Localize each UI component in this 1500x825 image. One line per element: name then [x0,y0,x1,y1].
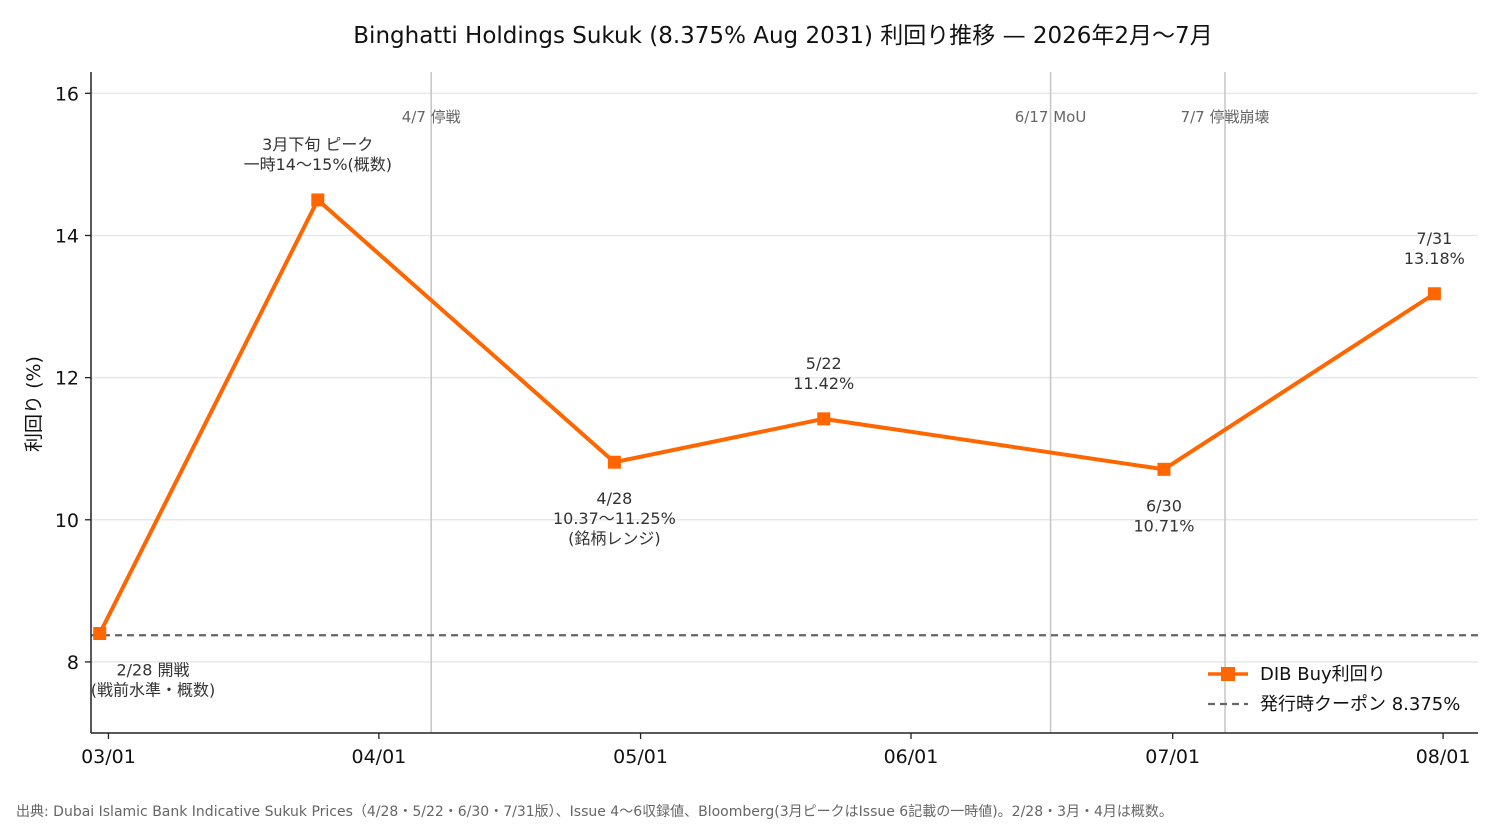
y-tick-label: 16 [55,83,79,105]
legend: DIB Buy利回り 発行時クーポン 8.375% [1208,664,1460,715]
point-annotation: 10.37〜11.25% [553,509,676,528]
point-annotation: 一時14〜15%(概数) [244,155,392,174]
data-point [817,412,831,426]
point-annotation: 6/30 [1146,496,1182,515]
event-lines: 4/7 停戦 6/17 MoU 7/7 停戦崩壊 [402,72,1270,733]
series-line [97,197,1436,635]
legend-series-marker [1221,667,1235,681]
event-label: 7/7 停戦崩壊 [1181,108,1270,126]
x-tick-label: 06/01 [884,746,939,768]
point-annotation: 5/22 [806,354,842,373]
event-label: 4/7 停戦 [402,108,461,126]
event-label: 6/17 MoU [1015,108,1087,126]
point-annotation: 11.42% [793,374,854,393]
point-annotation: 2/28 開戦 [116,660,189,679]
chart-title: Binghatti Holdings Sukuk (8.375% Aug 203… [353,23,1212,49]
y-tick-label: 10 [55,510,79,532]
y-axis-title: 利回り (%) [23,356,45,452]
point-annotation: 10.71% [1133,516,1194,535]
x-tick-label: 04/01 [351,746,406,768]
legend-series-label: DIB Buy利回り [1260,664,1386,685]
data-point [311,193,325,207]
x-tick-label: 03/01 [81,746,136,768]
x-tick-label: 07/01 [1145,746,1200,768]
data-point [1427,287,1441,301]
axes: 8 10 12 14 16 03/01 04/01 05/01 06/01 07/01 08/01 [55,72,1478,768]
legend-coupon-label: 発行時クーポン 8.375% [1260,694,1460,715]
grid-lines [91,92,1478,663]
data-point [1157,462,1171,476]
point-annotation: 4/28 [596,489,632,508]
y-tick-label: 14 [55,225,79,247]
source-note: 出典: Dubai Islamic Bank Indicative Sukuk … [16,803,1173,820]
x-tick-label: 08/01 [1416,746,1471,768]
y-tick-label: 12 [55,368,79,390]
point-annotation: (銘柄レンジ) [568,529,661,548]
point-annotation: 13.18% [1404,249,1465,268]
point-annotation: 3月下旬 ピーク [262,135,373,154]
point-annotation: (戦前水準・概数) [91,680,216,699]
data-point [93,626,107,640]
y-tick-label: 8 [67,652,79,674]
series-layer [93,193,1441,640]
x-tick-label: 05/01 [613,746,668,768]
data-point [607,455,621,469]
point-annotation: 7/31 [1416,229,1452,248]
